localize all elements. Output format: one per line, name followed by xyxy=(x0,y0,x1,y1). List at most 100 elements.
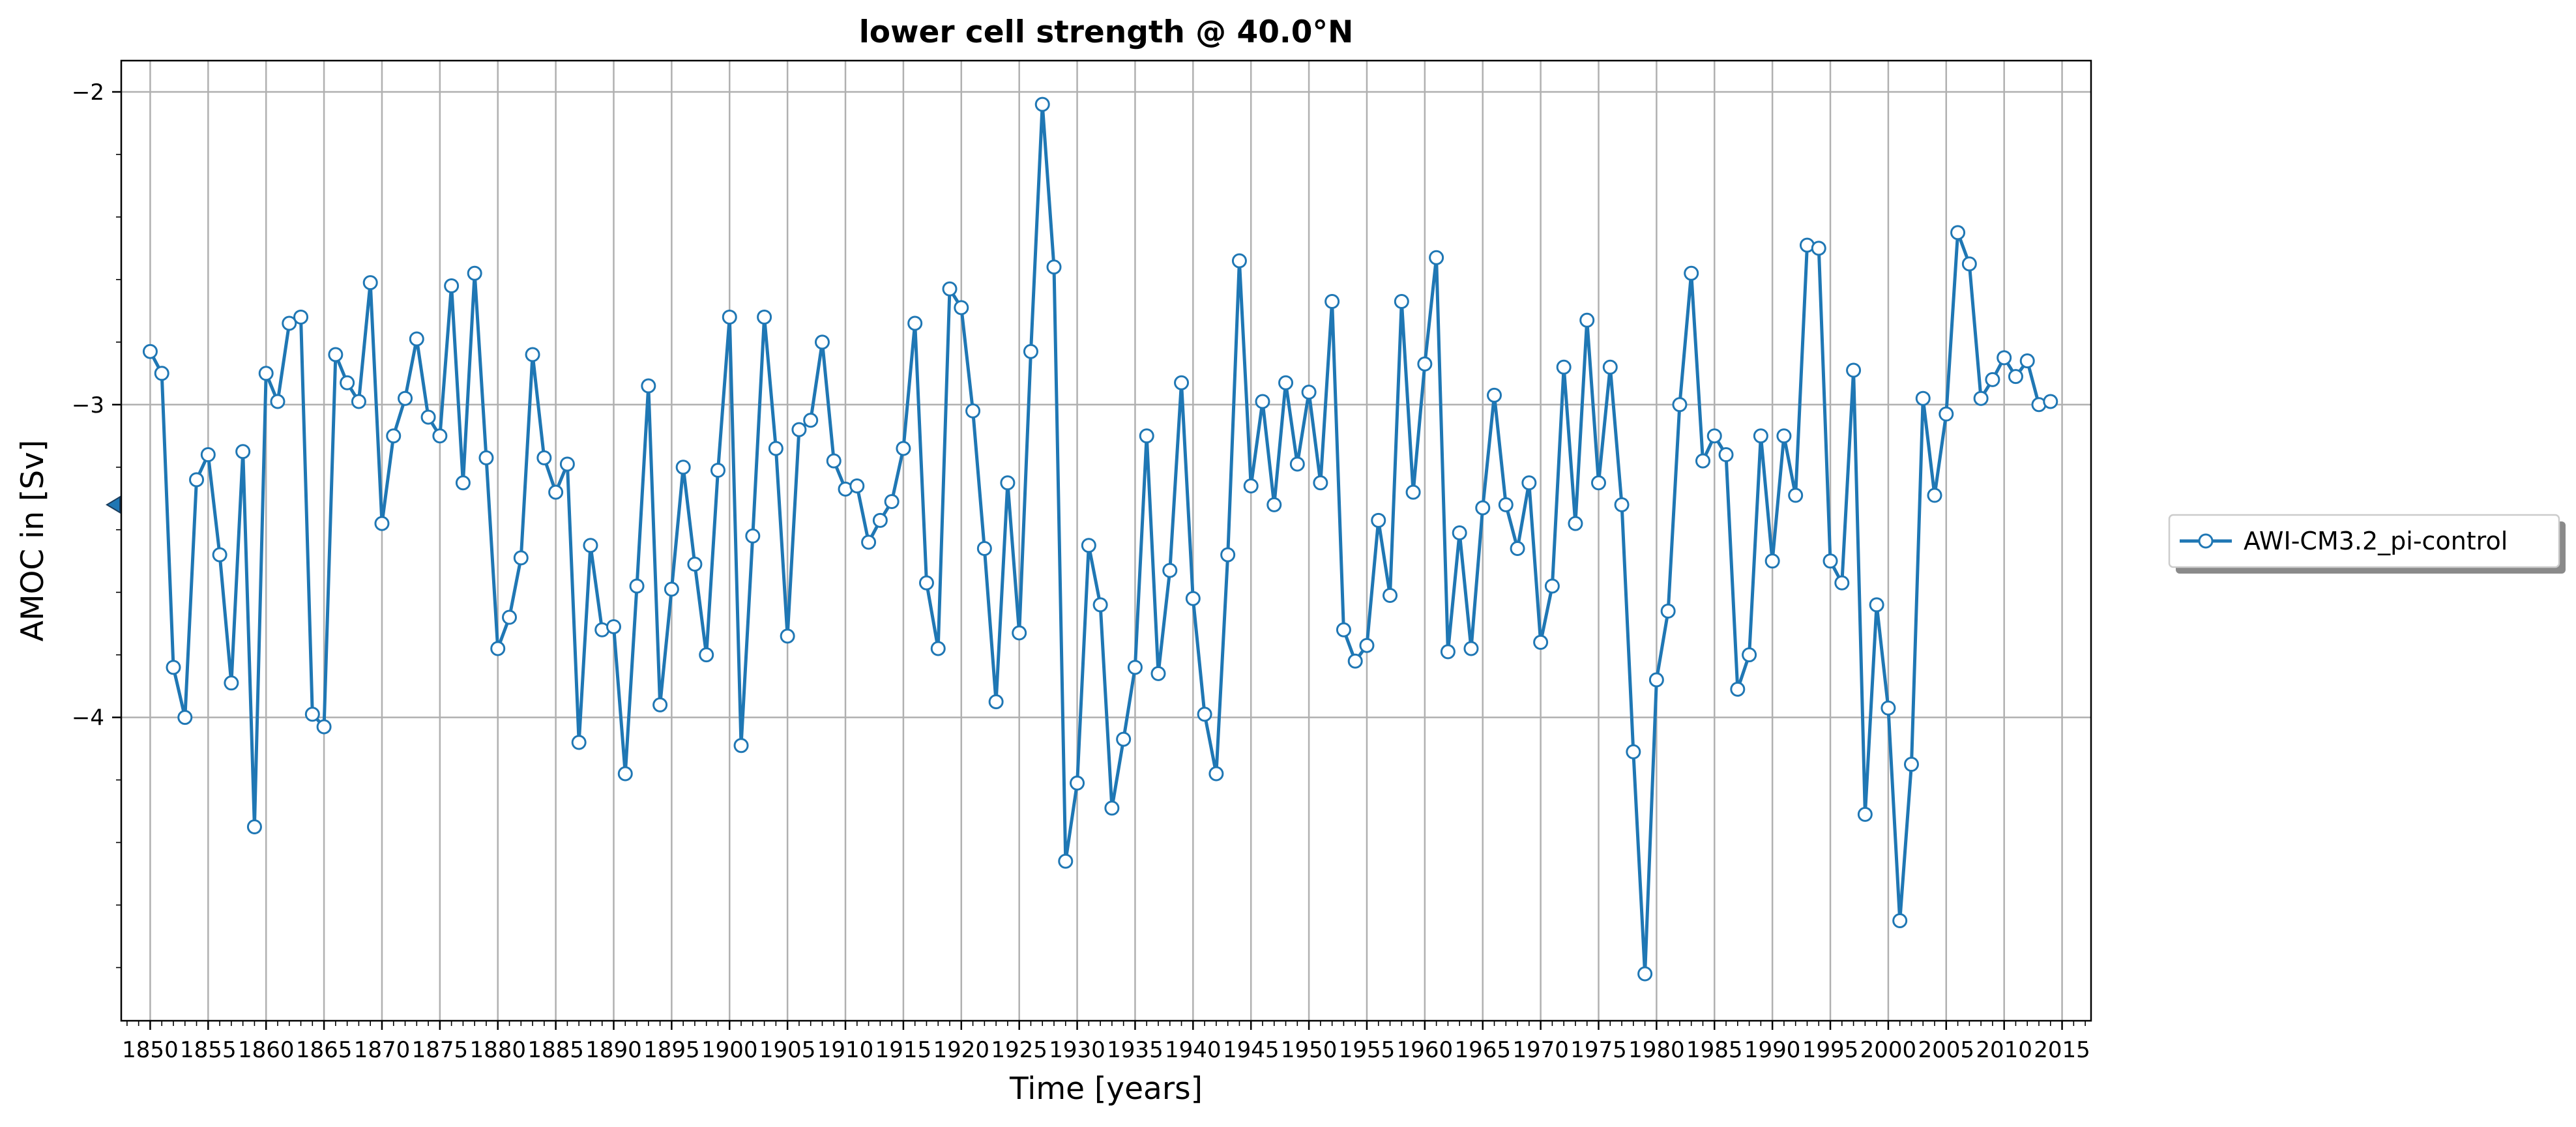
data-point xyxy=(478,450,494,465)
data-point xyxy=(1185,591,1201,606)
data-point xyxy=(710,463,725,478)
data-point xyxy=(1301,385,1317,400)
data-point xyxy=(1289,456,1305,472)
data-point xyxy=(1521,475,1537,491)
data-point xyxy=(1325,293,1340,309)
data-point xyxy=(1012,625,1027,641)
data-point xyxy=(409,331,424,347)
data-point xyxy=(1231,253,1247,269)
data-point xyxy=(189,472,205,488)
x-tick-label: 1950 xyxy=(1281,1037,1338,1063)
data-point xyxy=(1487,387,1502,403)
data-point xyxy=(548,484,564,500)
x-tick-label: 1965 xyxy=(1454,1037,1511,1063)
data-point xyxy=(1626,744,1641,759)
x-tick-label: 1895 xyxy=(643,1037,700,1063)
data-point xyxy=(976,540,992,556)
data-point xyxy=(212,547,227,563)
data-point xyxy=(571,735,587,750)
data-point xyxy=(536,450,552,465)
data-point xyxy=(1718,447,1734,463)
data-point xyxy=(1997,350,2012,366)
data-point xyxy=(525,347,540,362)
data-point xyxy=(1579,312,1595,328)
data-point xyxy=(316,719,332,735)
x-tick-label: 1960 xyxy=(1397,1037,1454,1063)
x-tick-label: 1995 xyxy=(1802,1037,1859,1063)
data-point xyxy=(1915,390,1931,406)
data-point xyxy=(1034,96,1050,112)
data-point xyxy=(1660,603,1676,619)
data-point xyxy=(629,578,645,594)
x-tick-label: 1865 xyxy=(296,1037,353,1063)
data-point xyxy=(1602,359,1618,375)
data-point xyxy=(1834,575,1850,591)
data-point xyxy=(1405,484,1421,500)
data-point xyxy=(258,366,274,381)
data-point xyxy=(1336,622,1351,637)
chart-title: lower cell strength @ 40.0°N xyxy=(859,14,1354,50)
data-point xyxy=(1822,553,1838,569)
data-point xyxy=(455,475,471,491)
data-point xyxy=(246,819,262,835)
data-point xyxy=(1243,478,1259,494)
data-point xyxy=(1764,553,1780,569)
data-point xyxy=(1648,672,1664,688)
data-point xyxy=(1440,644,1456,660)
data-point xyxy=(907,315,923,331)
data-point xyxy=(1753,428,1768,444)
data-point xyxy=(1510,540,1525,556)
x-tick-label: 1875 xyxy=(412,1037,469,1063)
data-point xyxy=(1197,707,1212,722)
data-point xyxy=(340,375,355,390)
y-tick-label: −4 xyxy=(72,705,104,731)
data-point xyxy=(1857,806,1873,822)
data-point xyxy=(420,409,436,425)
data-point xyxy=(687,556,703,572)
data-point xyxy=(884,494,900,510)
data-point xyxy=(803,413,819,428)
data-point xyxy=(1939,406,1954,422)
data-point xyxy=(965,403,981,418)
x-tick-label: 1925 xyxy=(991,1037,1047,1063)
data-point xyxy=(826,453,842,469)
data-point xyxy=(1127,660,1143,675)
data-point xyxy=(872,512,888,528)
x-tick-label: 1910 xyxy=(817,1037,874,1063)
x-tick-label: 1975 xyxy=(1570,1037,1627,1063)
data-point xyxy=(1383,587,1398,603)
data-point xyxy=(2019,353,2035,369)
data-point xyxy=(1742,647,1757,663)
x-tick-label: 1905 xyxy=(759,1037,816,1063)
x-tick-label: 1955 xyxy=(1339,1037,1396,1063)
x-tick-label: 1860 xyxy=(238,1037,295,1063)
data-point xyxy=(757,309,772,325)
data-point xyxy=(1568,516,1583,531)
data-point xyxy=(235,444,251,460)
data-point xyxy=(1313,475,1328,491)
series-layer xyxy=(142,96,2058,982)
x-tick-label: 2010 xyxy=(1976,1037,2032,1063)
data-point xyxy=(1347,653,1363,669)
data-point xyxy=(1985,372,2000,387)
y-tick-label: −2 xyxy=(72,80,104,106)
x-tick-label: 1890 xyxy=(585,1037,642,1063)
data-point xyxy=(154,366,169,381)
x-tick-label: 1970 xyxy=(1512,1037,1569,1063)
x-tick-label: 1980 xyxy=(1628,1037,1685,1063)
data-point xyxy=(641,378,656,394)
data-point xyxy=(1892,913,1908,928)
x-tick-label: 1990 xyxy=(1744,1037,1801,1063)
data-point xyxy=(328,347,344,362)
plot-frame xyxy=(120,59,2092,1022)
data-point xyxy=(1684,265,1699,281)
data-point xyxy=(177,710,193,725)
data-point xyxy=(768,441,783,456)
data-point xyxy=(1000,475,1016,491)
data-point xyxy=(942,281,958,297)
y-tick-label: −3 xyxy=(72,392,104,418)
data-point xyxy=(362,275,378,291)
x-tick-label: 1870 xyxy=(354,1037,411,1063)
data-point xyxy=(954,300,969,315)
